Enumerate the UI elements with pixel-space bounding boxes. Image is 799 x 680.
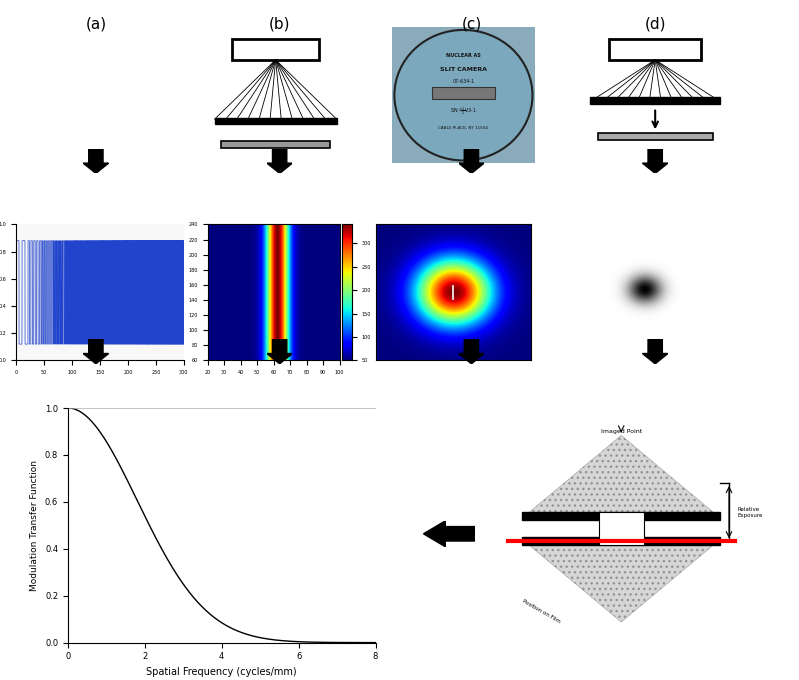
Bar [48, 41, 51, 156]
Text: SN 4$\frac{1}{2}$V3-1: SN 4$\frac{1}{2}$V3-1 [450, 105, 477, 117]
Text: (a): (a) [85, 16, 106, 31]
Polygon shape [459, 339, 484, 364]
Polygon shape [522, 435, 721, 518]
Bar [40, 41, 43, 156]
Bar [22, 41, 26, 156]
Bar [431, 87, 495, 99]
Text: NUCLEAR AS: NUCLEAR AS [446, 53, 481, 58]
Text: (d): (d) [645, 16, 666, 31]
Text: 07-634-1: 07-634-1 [452, 79, 475, 84]
Bar [84, 41, 85, 156]
Polygon shape [642, 149, 668, 173]
Bar [74, 41, 76, 156]
Bar [598, 512, 644, 545]
Text: (c): (c) [461, 16, 482, 31]
Bar [88, 41, 89, 156]
Bar [214, 118, 337, 124]
Bar [94, 41, 95, 156]
FancyBboxPatch shape [563, 224, 727, 360]
Polygon shape [83, 149, 109, 173]
Text: CABLE PLACE, NY 11554: CABLE PLACE, NY 11554 [439, 126, 488, 130]
Y-axis label: Modulation Transfer Function: Modulation Transfer Function [30, 460, 39, 591]
Bar [522, 512, 721, 520]
Bar [609, 39, 702, 60]
Polygon shape [83, 339, 109, 364]
Bar [91, 41, 93, 156]
X-axis label: Spatial Frequency (cycles/mm): Spatial Frequency (cycles/mm) [146, 667, 297, 677]
Bar [221, 141, 330, 148]
Text: (b): (b) [269, 16, 290, 31]
Polygon shape [522, 539, 721, 622]
Bar [68, 41, 70, 156]
Polygon shape [423, 521, 475, 547]
Bar [32, 41, 35, 156]
Bar [598, 133, 713, 140]
Polygon shape [267, 149, 292, 173]
Text: Imaged Point: Imaged Point [601, 429, 642, 434]
Text: Position on Film: Position on Film [522, 599, 562, 624]
Bar [522, 537, 721, 545]
Text: SLIT CAMERA: SLIT CAMERA [440, 67, 487, 71]
Circle shape [395, 30, 532, 160]
Bar [62, 41, 65, 156]
Text: Relative
Exposure: Relative Exposure [737, 507, 763, 517]
Bar [79, 41, 81, 156]
Polygon shape [267, 339, 292, 364]
Polygon shape [642, 339, 668, 364]
Polygon shape [459, 149, 484, 173]
Bar [55, 41, 58, 156]
Bar [233, 39, 319, 60]
Bar [590, 97, 720, 104]
